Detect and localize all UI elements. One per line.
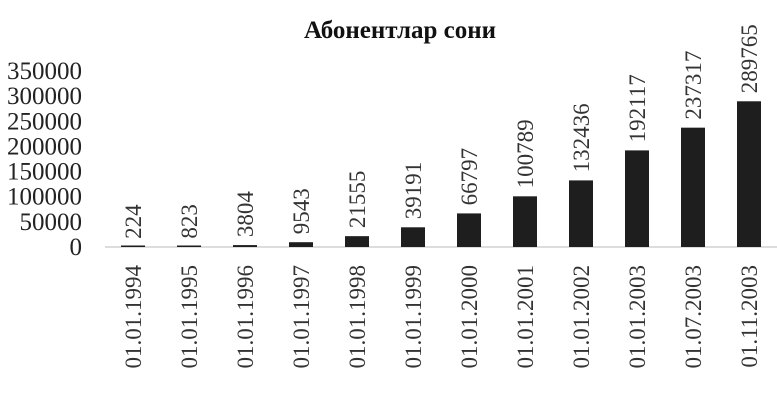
- y-tick-label: 200000: [7, 133, 82, 160]
- data-label: 289765: [737, 24, 762, 93]
- x-tick-label: 01.07.2003: [681, 265, 706, 369]
- data-label: 66797: [457, 148, 482, 206]
- x-tick-label: 01.01.1995: [177, 265, 202, 369]
- bar: [569, 180, 593, 247]
- bar: [233, 245, 257, 247]
- y-axis: 0500001000001500002000002500003000003500…: [7, 58, 777, 261]
- y-tick-label: 250000: [7, 108, 82, 135]
- bar: [401, 227, 425, 247]
- bar: [737, 101, 761, 247]
- data-label: 39191: [401, 162, 426, 220]
- x-axis: 01.01.1994 01.01.1995 01.01.1996 01.01.1997…: [121, 265, 762, 369]
- bar: [681, 127, 705, 247]
- x-tick-label: 01.01.1997: [289, 265, 314, 369]
- y-tick-label: 300000: [7, 83, 82, 110]
- y-tick-label: 350000: [7, 58, 82, 85]
- data-label: 132436: [569, 103, 594, 172]
- data-label: 224: [121, 204, 146, 239]
- bar: [177, 245, 201, 247]
- x-tick-label: 01.11.2003: [737, 265, 762, 368]
- y-tick-label: 0: [70, 234, 83, 261]
- y-tick-label: 100000: [7, 184, 82, 211]
- data-label: 9543: [289, 188, 314, 234]
- bar: [345, 236, 369, 247]
- x-tick-label: 01.01.2001: [513, 265, 538, 369]
- data-label: 823: [177, 204, 202, 239]
- data-label: 3804: [233, 191, 258, 238]
- bars: [121, 101, 761, 247]
- bar: [625, 150, 649, 247]
- data-labels: 224 823 3804 9543 21555 39191 66797 100789 13243…: [121, 24, 762, 239]
- bar: [457, 213, 481, 247]
- bar: [513, 196, 537, 247]
- x-tick-label: 01.01.1994: [121, 265, 146, 369]
- x-tick-label: 01.01.1996: [233, 265, 258, 369]
- bar: [121, 245, 145, 247]
- chart-title: Абонентлар сони: [304, 17, 496, 44]
- x-tick-label: 01.01.2002: [569, 265, 594, 369]
- data-label: 192117: [625, 74, 650, 142]
- x-tick-label: 01.01.1999: [401, 265, 426, 369]
- y-tick-label: 50000: [20, 209, 83, 236]
- bar: [289, 242, 313, 247]
- x-tick-label: 01.01.2000: [457, 265, 482, 369]
- data-label: 21555: [345, 171, 370, 229]
- y-tick-label: 150000: [7, 159, 82, 186]
- data-label: 237317: [681, 51, 706, 120]
- data-label: 100789: [513, 119, 538, 188]
- x-tick-label: 01.01.1998: [345, 265, 370, 369]
- x-tick-label: 01.01.2003: [625, 265, 650, 369]
